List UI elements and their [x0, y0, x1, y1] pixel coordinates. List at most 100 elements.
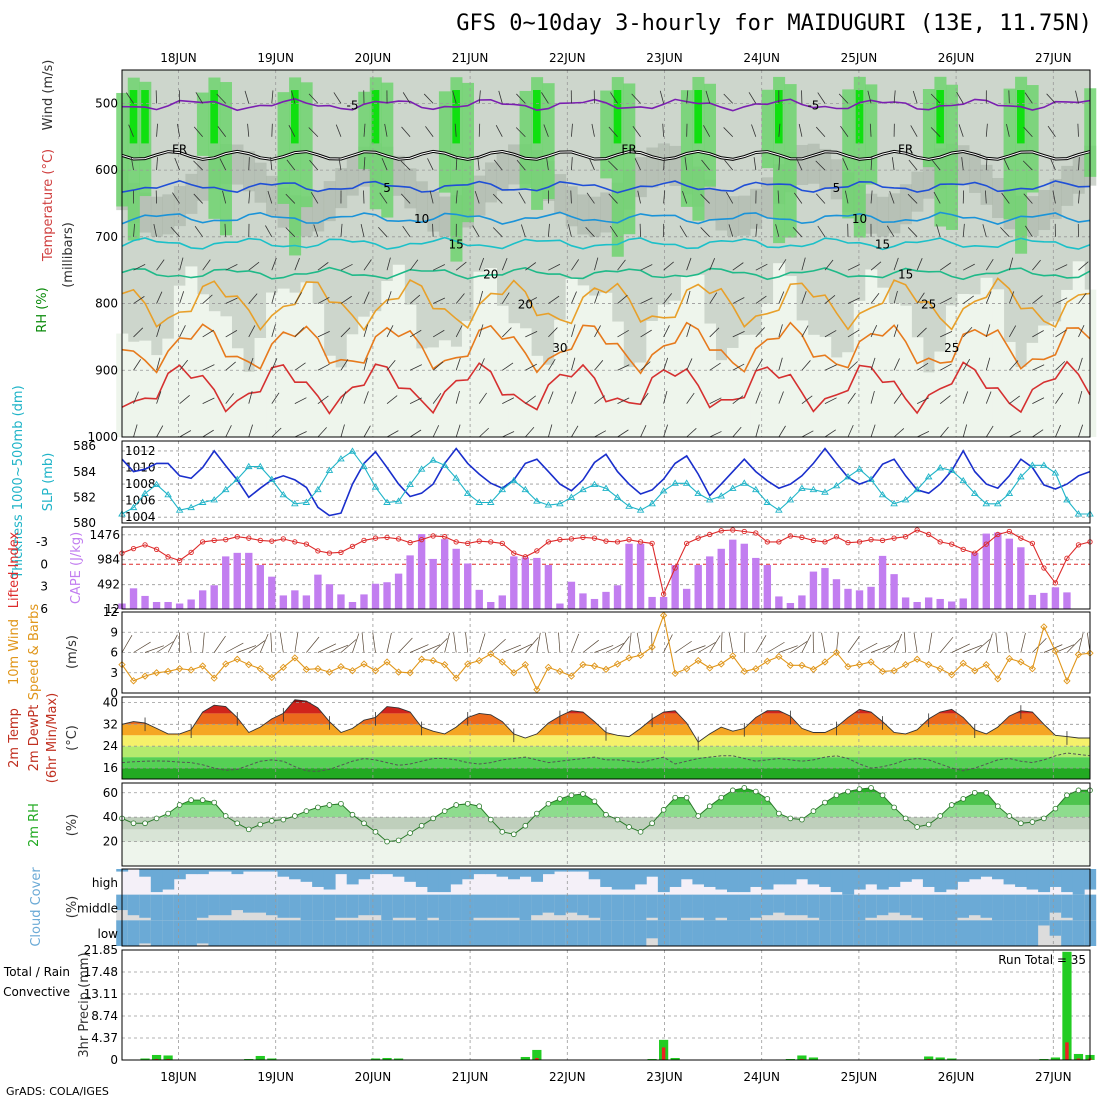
precip-total-bar [267, 1058, 277, 1060]
cloud-bar [623, 869, 636, 890]
cloud-bar [139, 869, 152, 877]
cloud-bar [404, 869, 417, 882]
cloud-bar [461, 894, 474, 921]
cloud-bar [588, 920, 601, 946]
rh-dry-cell [807, 334, 820, 437]
cross-wind-barb [493, 159, 503, 171]
cross-wind-barb [571, 123, 573, 137]
cross-wind-barb [617, 259, 626, 271]
rh-mid-cell [969, 152, 982, 193]
cross-wind-barb [916, 362, 929, 371]
rh-dry-cell [289, 292, 302, 437]
rh-marker [464, 800, 471, 807]
rh-dry-cell [992, 289, 1005, 437]
rh-dry-cell [969, 294, 982, 437]
cross-wind-barb [502, 362, 514, 371]
thickness-marker [533, 497, 541, 504]
cross-wind-barb [288, 124, 296, 137]
cloud-bar [750, 920, 762, 946]
rh-saturated-cell [371, 90, 380, 144]
cloud-bar [358, 869, 371, 880]
lifted-index-marker [568, 536, 575, 542]
temp-tick: 40 [103, 695, 118, 709]
precip-convective-bar [1076, 1058, 1081, 1060]
cloud-bar [634, 869, 647, 885]
cross-wind-barb [778, 259, 787, 271]
rh-moist-cell [623, 83, 636, 235]
cross-wind-barb [686, 358, 693, 371]
rh-moist-cell [703, 83, 716, 187]
cape-bar [498, 595, 506, 609]
cloud-bar [196, 869, 209, 875]
rh-dry-cell [208, 311, 221, 437]
isotherm-label: -5 [807, 99, 819, 113]
cross-wind-barb [455, 157, 458, 171]
cape-bar [971, 552, 979, 609]
cloud-bar [1038, 869, 1051, 893]
wind-speed-marker [671, 669, 679, 678]
cross-wind-barb [907, 193, 918, 204]
wind-speed-marker [717, 660, 725, 668]
cloud-bar [289, 894, 302, 918]
lifted-index-marker [511, 550, 517, 556]
cross-wind-barb [663, 293, 673, 304]
cross-wind-barb [477, 157, 480, 171]
cape-bar [314, 574, 322, 609]
thickness-marker [602, 484, 610, 491]
rh-marker [188, 797, 194, 803]
cloud-bar [600, 869, 613, 887]
precip-convective-label: Convective [3, 985, 70, 999]
cloud-bar [427, 869, 440, 893]
lifted-index-marker [660, 591, 667, 597]
precip-total-bar [382, 1057, 392, 1060]
cross-wind-barb [640, 297, 653, 304]
cross-wind-barb [452, 90, 457, 104]
rh-marker [741, 785, 748, 791]
lifted-index-marker [879, 537, 886, 544]
precip-total-bar [151, 1054, 162, 1060]
cross-wind-barb [910, 125, 918, 137]
cape-bar [210, 585, 218, 609]
cloud-bar [969, 869, 981, 880]
cross-wind-barb [705, 90, 711, 104]
cloud-bar [853, 894, 866, 921]
thickness-marker [463, 489, 472, 496]
thickness-marker [452, 474, 460, 481]
cloud-bar [542, 894, 555, 913]
cloud-bar [600, 894, 613, 921]
cloud-bar [853, 869, 866, 890]
cross-wind-barb [384, 123, 388, 137]
surface-wind-barb [1006, 632, 1010, 653]
rh-marker [349, 811, 356, 818]
rh-moist-cell [219, 82, 232, 236]
wind-speed-marker [441, 661, 449, 669]
cloud-level-label: middle [77, 902, 118, 916]
cloud-bar [853, 920, 866, 946]
rh-marker [580, 791, 586, 797]
cross-wind-barb [777, 190, 780, 204]
cross-wind-barb [193, 126, 203, 137]
cloud-bar [738, 920, 751, 946]
lifted-index-marker [257, 537, 263, 544]
rh-dry-cell [300, 282, 313, 437]
cloud-bar [196, 920, 209, 944]
thickness-marker [337, 455, 345, 462]
cloud-bar [692, 920, 705, 946]
rh-marker [522, 822, 529, 829]
cloud-bar [346, 920, 359, 946]
surface-wind-barb [121, 635, 133, 653]
surface-wind-barb [502, 644, 521, 653]
cross-wind-barb [753, 157, 757, 171]
rh-marker [211, 799, 217, 806]
cross-wind-barb [340, 263, 353, 271]
rh-dry-cell [266, 292, 279, 437]
cross-wind-barb [1046, 93, 1056, 104]
rh-dry-cell [381, 281, 394, 437]
cape-bar [256, 565, 264, 609]
rh-dry-cell [1015, 367, 1028, 437]
cross-wind-barb [338, 157, 342, 171]
rh-marker [845, 788, 851, 795]
cross-wind-barb [156, 425, 164, 438]
cape-bar [994, 532, 1002, 609]
lifted-index-marker [649, 540, 655, 547]
